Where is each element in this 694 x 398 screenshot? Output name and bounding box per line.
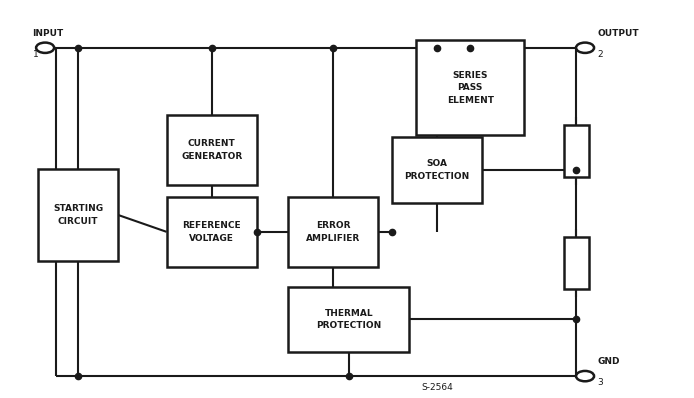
Text: ERROR
AMPLIFIER: ERROR AMPLIFIER [306,221,360,243]
Text: 1: 1 [33,50,38,59]
Text: 3: 3 [598,378,603,387]
Text: GND: GND [598,357,620,366]
Text: SOA
PROTECTION: SOA PROTECTION [405,159,470,181]
Bar [392,137,482,203]
Bar [564,237,589,289]
Text: THERMAL
PROTECTION: THERMAL PROTECTION [316,308,382,330]
Text: S-2564: S-2564 [421,383,453,392]
Bar [38,169,118,261]
Bar [167,115,257,185]
Text: INPUT: INPUT [33,29,64,38]
Bar [564,125,589,177]
Text: SERIES
PASS
ELEMENT: SERIES PASS ELEMENT [447,70,493,105]
Text: CURRENT
GENERATOR: CURRENT GENERATOR [181,139,242,161]
Bar [416,40,524,135]
Text: STARTING
CIRCUIT: STARTING CIRCUIT [53,204,103,226]
Text: 2: 2 [598,50,603,59]
Bar [167,197,257,267]
Bar [288,197,378,267]
Text: REFERENCE
VOLTAGE: REFERENCE VOLTAGE [183,221,241,243]
Text: OUTPUT: OUTPUT [598,29,639,38]
Bar [288,287,409,352]
